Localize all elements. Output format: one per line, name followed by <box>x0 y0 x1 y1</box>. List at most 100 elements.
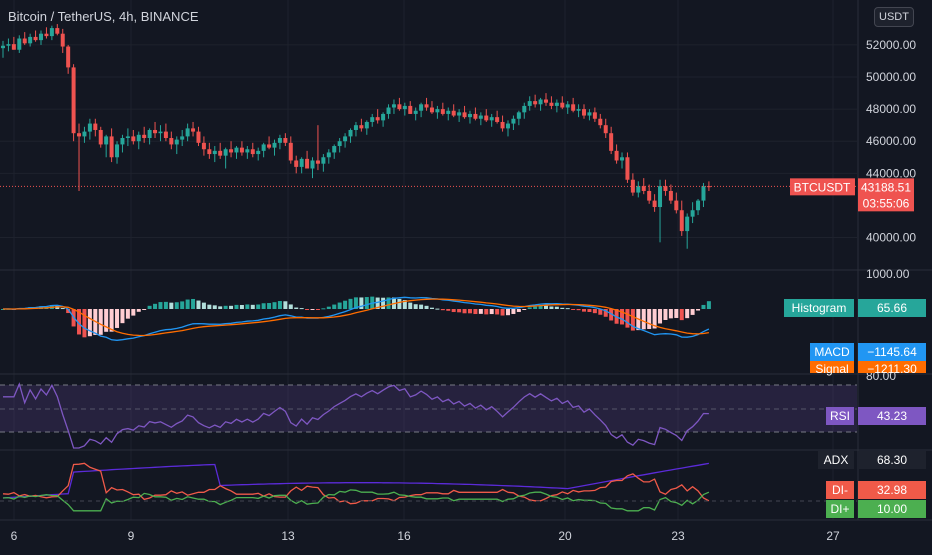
macd-value-tag <box>858 343 926 361</box>
candle-body <box>424 104 429 108</box>
candle <box>326 149 331 164</box>
price-tick-label: 46000.00 <box>866 134 916 148</box>
candle <box>239 141 244 156</box>
macd-name: MACD <box>814 345 850 359</box>
histogram-bar <box>473 309 478 315</box>
candle <box>82 126 87 143</box>
candle <box>381 112 386 127</box>
histogram-bar <box>544 305 548 309</box>
signal-name: Signal <box>815 362 848 376</box>
signal-line <box>3 298 710 337</box>
candle <box>457 109 462 122</box>
histogram-bar <box>674 309 679 318</box>
last-price-tag <box>858 178 914 212</box>
candle <box>478 112 483 126</box>
histogram-bar <box>549 306 554 309</box>
histogram-bar <box>620 309 625 325</box>
candle <box>305 150 310 169</box>
price-tick-label: 44000.00 <box>866 166 916 180</box>
histogram-bar <box>658 309 663 324</box>
time-tick-label: 20 <box>558 529 572 543</box>
candle-body <box>533 101 538 105</box>
candle <box>17 35 22 53</box>
candle <box>533 94 538 108</box>
candle <box>256 147 261 161</box>
histogram-bar <box>163 301 168 309</box>
candle-body <box>169 138 174 145</box>
histogram-bar <box>218 306 223 309</box>
candle <box>49 25 54 41</box>
candle <box>142 126 147 143</box>
histogram-bar <box>158 302 163 309</box>
candle-body <box>413 110 418 114</box>
candle-body <box>11 44 16 50</box>
candle <box>310 157 315 179</box>
candle <box>429 101 434 114</box>
histogram-bar <box>685 309 690 319</box>
histogram-bar <box>505 309 510 316</box>
di-minus-value: 32.98 <box>877 483 907 497</box>
histogram-bar <box>495 309 500 315</box>
candle-body <box>6 44 11 46</box>
histogram-bar <box>229 305 234 309</box>
candle <box>663 179 668 196</box>
histogram-bar <box>153 303 158 309</box>
histogram-bar <box>609 309 614 321</box>
macd-tick-label: 1000.00 <box>866 267 910 281</box>
candle <box>614 144 619 164</box>
candle <box>473 107 478 121</box>
candle <box>191 121 196 137</box>
candle-body <box>353 125 358 130</box>
candle <box>44 27 49 39</box>
candle-body <box>685 216 690 232</box>
candle <box>554 99 559 113</box>
candle-body <box>696 200 701 211</box>
candle-body <box>381 113 386 121</box>
candle <box>370 113 375 127</box>
candle-body <box>256 150 261 155</box>
candle-body <box>658 186 663 208</box>
candle <box>516 110 521 126</box>
histogram-bar <box>592 309 597 314</box>
candle <box>147 128 152 145</box>
candle-body <box>397 104 402 110</box>
candle-body <box>565 104 570 108</box>
candle <box>66 44 71 74</box>
candle-body <box>359 125 364 129</box>
candles <box>1 24 711 249</box>
candle-body <box>386 107 391 114</box>
candle <box>522 102 527 119</box>
candle <box>587 109 592 121</box>
candle-body <box>679 210 684 232</box>
histogram-bar <box>169 302 174 309</box>
price-tick-label: 48000.00 <box>866 102 916 116</box>
histogram-bar <box>647 309 652 329</box>
candle-body <box>104 136 109 145</box>
histogram-bar <box>315 309 320 310</box>
candle-body <box>82 131 87 137</box>
histogram-bar <box>386 297 391 309</box>
candle-body <box>478 115 483 119</box>
candle <box>174 136 179 155</box>
candle <box>332 144 337 159</box>
symbol-title[interactable]: Bitcoin / TetherUS, 4h, BINANCE <box>8 9 199 24</box>
histogram-bar <box>652 309 657 329</box>
candle-body <box>457 112 462 116</box>
currency-button[interactable]: USDT <box>874 7 914 27</box>
candle-body <box>315 160 320 164</box>
candle <box>658 179 663 243</box>
value-labels: BTCUSDT 43188.51 03:55:06 Histogram 65.66 MAC… <box>0 178 926 518</box>
candle-body <box>158 131 163 134</box>
adx-value-tag <box>858 451 926 469</box>
histogram-bar <box>435 308 440 310</box>
candle <box>321 154 326 172</box>
histogram-bar <box>234 304 239 309</box>
last-price-value: 43188.51 <box>861 180 911 194</box>
histogram-bar <box>180 301 185 309</box>
time-tick-label: 27 <box>826 529 840 543</box>
candle <box>120 134 125 153</box>
histogram-bar <box>82 309 87 338</box>
histogram-bar <box>690 309 695 315</box>
